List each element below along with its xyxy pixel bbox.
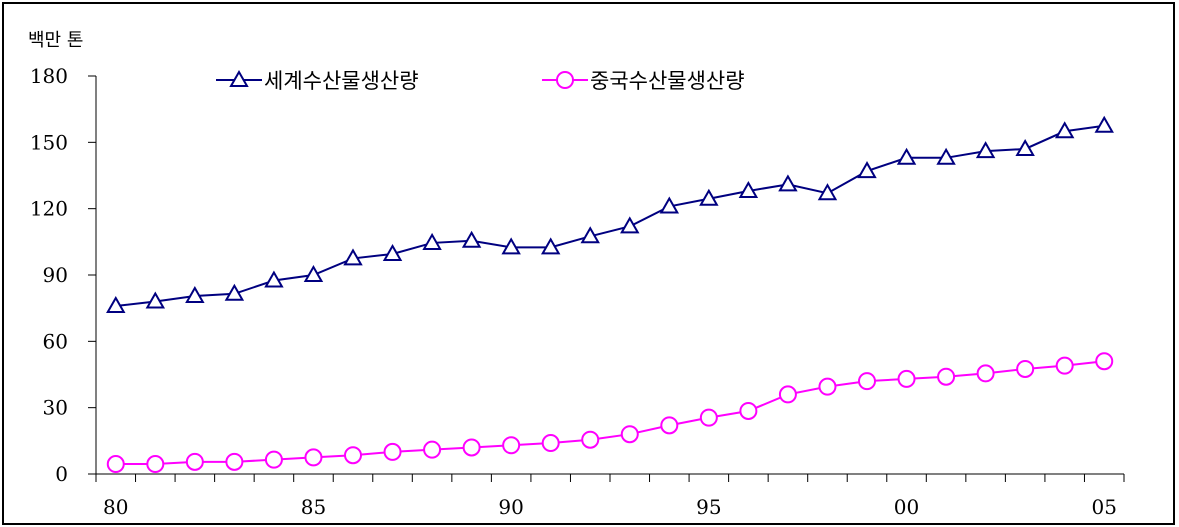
data-point: [620, 425, 639, 444]
data-point: [382, 243, 403, 261]
y-tick-label: 180: [30, 64, 68, 88]
y-tick-label: 120: [30, 197, 68, 221]
data-point: [106, 455, 125, 474]
data-point: [501, 237, 521, 255]
series-2: [106, 352, 1114, 474]
data-point: [857, 161, 877, 179]
y-tick-label: 0: [55, 462, 68, 486]
line-chart: 0 30 60 90 120 150 180 80 85 90 95 00 05 세계수산물생산량 중국수…: [28, 30, 1125, 519]
data-point: [738, 180, 759, 198]
series-1: [106, 115, 1114, 313]
data-point: [858, 372, 876, 391]
data-point: [580, 226, 600, 244]
data-point: [699, 188, 719, 206]
legend-item-2: 중국수산물생산량: [542, 69, 745, 93]
data-point: [383, 442, 402, 461]
data-point: [303, 264, 324, 282]
data-point: [224, 283, 245, 301]
y-tick-label: 90: [43, 263, 68, 287]
y-tick-label: 150: [30, 130, 68, 154]
data-point: [344, 446, 362, 465]
data-point: [264, 270, 284, 288]
data-point: [461, 230, 482, 248]
data-point: [581, 430, 600, 449]
data-point: [343, 248, 363, 266]
x-tick-label: 05: [1092, 495, 1117, 519]
data-point: [778, 385, 797, 404]
data-point: [659, 196, 680, 214]
data-point: [540, 237, 561, 255]
data-point: [660, 416, 679, 435]
data-point: [778, 174, 798, 192]
legend-item-1: 세계수산물생산량: [216, 69, 419, 93]
x-tick-label: 85: [301, 495, 326, 519]
data-point: [1055, 356, 1074, 375]
data-point: [185, 452, 204, 471]
data-point: [423, 440, 442, 459]
y-unit-label: 백만 톤: [28, 30, 83, 51]
series-line: [115, 360, 1105, 466]
x-tick-label: 90: [498, 495, 523, 519]
data-point: [145, 291, 166, 309]
data-point: [1095, 352, 1114, 371]
data-point: [264, 450, 283, 469]
data-point: [818, 377, 837, 396]
data-point: [1094, 115, 1114, 133]
data-point: [976, 364, 995, 383]
data-point: [185, 285, 205, 304]
data-point: [1015, 138, 1035, 156]
data-point: [462, 438, 481, 457]
y-tick-label: 60: [43, 329, 68, 353]
data-point: [1016, 359, 1035, 378]
series-line: [115, 124, 1105, 307]
x-tick-label: 95: [696, 495, 721, 519]
x-tick-label: 80: [103, 495, 128, 519]
data-point: [304, 448, 323, 467]
data-point: [620, 216, 640, 234]
axes: 0 30 60 90 120 150 180 80 85 90 95 00 05: [30, 64, 1125, 519]
data-point: [422, 232, 442, 250]
x-tick-label: 00: [894, 495, 919, 519]
series-layer: [106, 115, 1114, 474]
data-point: [739, 401, 758, 420]
data-point: [975, 141, 996, 159]
data-point: [699, 408, 718, 427]
legend-label: 세계수산물생산량: [264, 69, 419, 93]
data-point: [146, 455, 165, 474]
data-point: [936, 147, 956, 165]
data-point: [541, 434, 560, 453]
legend-marker: [556, 71, 574, 89]
data-point: [897, 369, 916, 388]
data-point: [106, 295, 126, 313]
legend-label: 중국수산물생산량: [590, 69, 745, 93]
data-point: [896, 147, 917, 165]
data-point: [502, 436, 521, 455]
data-point: [225, 452, 244, 471]
data-point: [937, 367, 956, 386]
data-point: [817, 183, 838, 201]
legend: 세계수산물생산량 중국수산물생산량: [216, 69, 745, 93]
data-point: [1054, 121, 1075, 139]
y-tick-label: 30: [43, 396, 68, 420]
legend-marker: [229, 69, 249, 87]
